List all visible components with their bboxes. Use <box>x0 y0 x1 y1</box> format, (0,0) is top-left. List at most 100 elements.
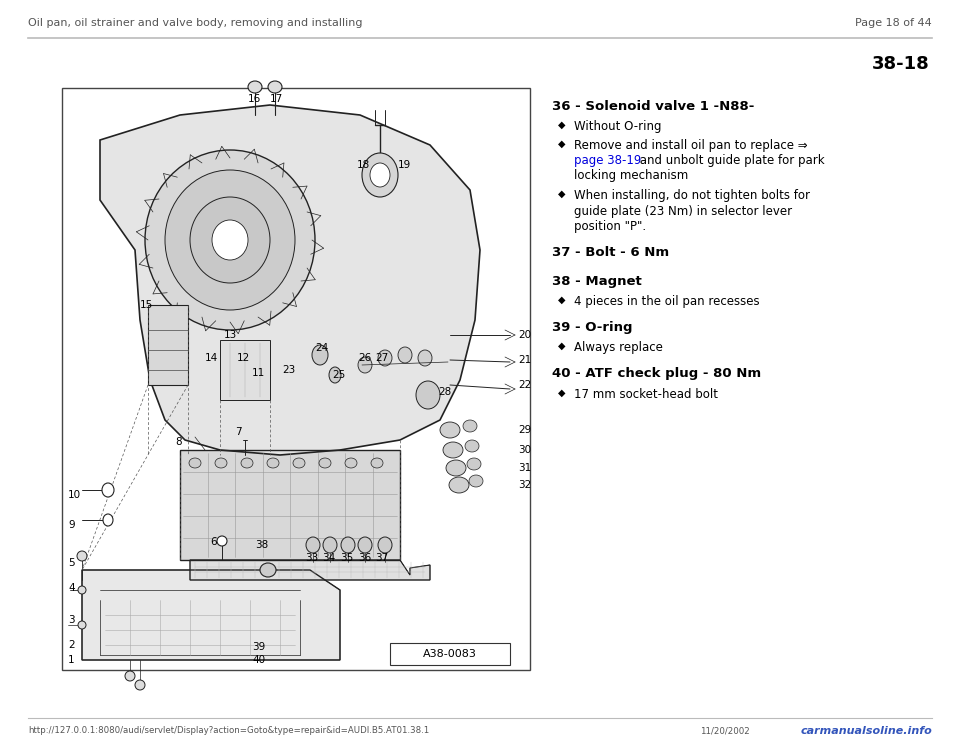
Text: 4: 4 <box>68 583 75 593</box>
Text: 2: 2 <box>68 640 75 650</box>
Text: 37: 37 <box>375 553 388 563</box>
Text: 20: 20 <box>518 330 531 340</box>
Text: 40 - ATF check plug - 80 Nm: 40 - ATF check plug - 80 Nm <box>552 367 761 381</box>
Ellipse shape <box>293 458 305 468</box>
Ellipse shape <box>418 350 432 366</box>
Text: 25: 25 <box>332 370 346 380</box>
Ellipse shape <box>319 458 331 468</box>
Text: ◆: ◆ <box>558 120 565 130</box>
Text: ◆: ◆ <box>558 341 565 351</box>
Text: 13: 13 <box>224 330 237 340</box>
Ellipse shape <box>345 458 357 468</box>
Text: 24: 24 <box>315 343 328 353</box>
Ellipse shape <box>78 586 86 594</box>
Ellipse shape <box>416 381 440 409</box>
Bar <box>390 643 510 665</box>
Ellipse shape <box>323 537 337 553</box>
Ellipse shape <box>135 680 145 690</box>
Text: Always replace: Always replace <box>574 341 662 354</box>
Ellipse shape <box>125 671 135 681</box>
Text: 12: 12 <box>237 353 251 363</box>
Ellipse shape <box>103 514 113 526</box>
Text: 5: 5 <box>68 558 75 568</box>
Text: 26: 26 <box>358 353 372 363</box>
Ellipse shape <box>440 422 460 438</box>
Text: ◆: ◆ <box>558 387 565 398</box>
Text: 38 - Magnet: 38 - Magnet <box>552 275 641 287</box>
Ellipse shape <box>268 81 282 93</box>
Text: 3: 3 <box>68 615 75 625</box>
Ellipse shape <box>358 537 372 553</box>
Polygon shape <box>190 560 430 580</box>
Ellipse shape <box>467 458 481 470</box>
Ellipse shape <box>267 458 279 468</box>
Text: ◆: ◆ <box>558 295 565 304</box>
Text: page 38-19: page 38-19 <box>574 154 641 167</box>
Text: 36 - Solenoid valve 1 -N88-: 36 - Solenoid valve 1 -N88- <box>552 100 755 113</box>
Text: 19: 19 <box>398 160 411 170</box>
Ellipse shape <box>469 475 483 487</box>
Ellipse shape <box>77 551 87 561</box>
Text: 32: 32 <box>518 480 531 490</box>
Text: 11: 11 <box>252 368 265 378</box>
Ellipse shape <box>78 621 86 629</box>
Polygon shape <box>82 570 340 660</box>
Text: A38-0083: A38-0083 <box>423 649 477 659</box>
Text: 17: 17 <box>270 94 283 104</box>
Ellipse shape <box>145 150 315 330</box>
Text: carmanualsoline.info: carmanualsoline.info <box>801 726 932 736</box>
Ellipse shape <box>241 458 253 468</box>
Ellipse shape <box>312 345 328 365</box>
Ellipse shape <box>341 537 355 553</box>
Text: Oil pan, oil strainer and valve body, removing and installing: Oil pan, oil strainer and valve body, re… <box>28 18 363 28</box>
Text: 33: 33 <box>305 553 319 563</box>
Ellipse shape <box>370 163 390 187</box>
Text: locking mechanism: locking mechanism <box>574 169 688 183</box>
Ellipse shape <box>378 350 392 366</box>
Text: 1: 1 <box>68 655 75 665</box>
Ellipse shape <box>358 357 372 373</box>
Text: 22: 22 <box>518 380 531 390</box>
Text: 6: 6 <box>210 537 217 547</box>
Text: 37 - Bolt - 6 Nm: 37 - Bolt - 6 Nm <box>552 246 669 260</box>
Text: 8: 8 <box>175 437 181 447</box>
Ellipse shape <box>446 460 466 476</box>
Ellipse shape <box>248 81 262 93</box>
Ellipse shape <box>449 477 469 493</box>
Ellipse shape <box>329 367 341 383</box>
Polygon shape <box>220 340 270 400</box>
Text: and unbolt guide plate for park: and unbolt guide plate for park <box>636 154 825 167</box>
Text: 4 pieces in the oil pan recesses: 4 pieces in the oil pan recesses <box>574 295 759 307</box>
Text: ◆: ◆ <box>558 189 565 199</box>
Ellipse shape <box>260 563 276 577</box>
Text: 35: 35 <box>340 553 353 563</box>
Text: 39: 39 <box>252 642 265 652</box>
Text: 39 - O-ring: 39 - O-ring <box>552 321 633 334</box>
Text: 21: 21 <box>518 355 531 365</box>
Ellipse shape <box>306 537 320 553</box>
Text: ◆: ◆ <box>558 139 565 148</box>
Text: position "P".: position "P". <box>574 220 646 233</box>
Ellipse shape <box>215 458 227 468</box>
Text: 16: 16 <box>248 94 261 104</box>
Text: 9: 9 <box>68 520 75 530</box>
Text: 30: 30 <box>518 445 531 455</box>
Ellipse shape <box>378 537 392 553</box>
Text: 38-18: 38-18 <box>873 55 930 73</box>
Ellipse shape <box>443 442 463 458</box>
Text: 36: 36 <box>358 553 372 563</box>
Text: 11/20/2002: 11/20/2002 <box>700 726 750 735</box>
Text: 17 mm socket-head bolt: 17 mm socket-head bolt <box>574 387 718 401</box>
Text: 31: 31 <box>518 463 531 473</box>
Text: Remove and install oil pan to replace ⇒: Remove and install oil pan to replace ⇒ <box>574 139 807 151</box>
Ellipse shape <box>165 170 295 310</box>
Text: 7: 7 <box>235 427 242 437</box>
Text: guide plate (23 Nm) in selector lever: guide plate (23 Nm) in selector lever <box>574 205 792 217</box>
Bar <box>180 450 400 560</box>
Text: 27: 27 <box>375 353 388 363</box>
Text: Without O-ring: Without O-ring <box>574 120 661 133</box>
Ellipse shape <box>362 153 398 197</box>
Ellipse shape <box>463 420 477 432</box>
Bar <box>148 305 188 385</box>
Ellipse shape <box>398 347 412 363</box>
